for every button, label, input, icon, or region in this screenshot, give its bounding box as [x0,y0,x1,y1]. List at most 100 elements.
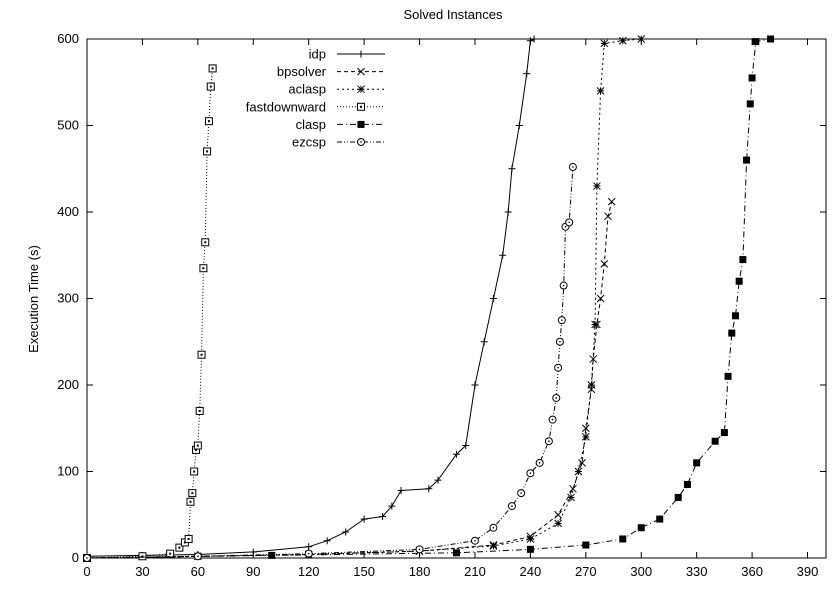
legend-label: fastdownward [246,99,326,114]
x-marker [554,510,562,519]
plus-marker [480,338,488,346]
star-marker [489,542,498,550]
plus-marker [360,515,368,523]
legend-entry-aclasp: aclasp [288,82,385,97]
filled-box-marker [637,524,645,532]
x-marker [569,484,577,493]
circle-marker-dot [529,472,532,475]
box-marker-dot [189,500,192,503]
box-marker-dot [360,105,362,108]
legend-label: idp [309,47,326,62]
x-tick-label: 0 [83,564,90,579]
legend-entry-ezcsp: ezcsp [292,135,385,150]
x-marker [578,458,586,467]
box-marker-dot [206,150,209,153]
x-tick-label: 360 [741,564,763,579]
x-tick-label: 150 [353,564,375,579]
plus-marker [462,442,470,450]
star-marker [591,320,599,329]
circle-marker-dot [307,552,310,555]
plot-border [86,38,827,559]
filled-box-marker [739,256,747,264]
filled-box-marker [711,437,719,445]
circle-marker-dot [360,141,362,143]
filled-box-marker [526,545,534,553]
circle-marker-dot [564,225,567,228]
y-tick-label: 300 [57,291,79,306]
plus-marker [453,450,460,458]
box-marker-dot [141,555,144,558]
y-tick-label: 400 [57,204,79,219]
box-marker-dot [169,552,172,555]
plus-marker [342,528,350,536]
series-aclasp [83,35,646,562]
plus-marker [379,512,387,520]
plus-marker [388,502,396,510]
filled-box-marker [453,549,460,557]
axis-ticks: 0 30 60 90 120 150 180 210 240 270 300 330 360 390 0 10… [57,31,826,579]
plus-marker [504,208,512,216]
legend-label: clasp [296,117,326,132]
filled-box-marker [683,480,691,488]
box-marker-dot [193,470,196,473]
x-tick-label: 270 [575,564,597,579]
star-marker [581,433,590,441]
filled-box-marker [582,541,590,549]
box-marker-dot [202,267,205,270]
filled-box-marker [748,74,756,82]
circle-marker-dot [548,440,550,443]
star-marker [587,381,596,389]
star-marker [596,87,605,95]
x-tick-label: 180 [409,564,431,579]
plus-marker [397,487,405,495]
star-marker [526,535,535,543]
filled-box-marker [735,277,743,285]
filled-box-marker [731,312,739,320]
circle-marker-dot [492,526,495,529]
star-marker [554,519,562,528]
box-marker-dot [178,546,181,549]
chart-title: Solved Instances [403,7,503,22]
filled-box-marker [767,35,775,43]
series-fastdownward [83,64,217,562]
x-tick-label: 390 [797,564,819,579]
plus-marker [499,251,507,259]
filled-box-marker [693,459,701,467]
series-layer [83,35,775,562]
box-marker-dot [198,409,201,412]
legend-entry-clasp: clasp [296,117,385,132]
legend: idp bpsolver aclasp fastdownward clasp ezcsp [246,47,385,150]
x-tick-label: 330 [686,564,708,579]
x-marker [600,260,609,268]
y-tick-label: 100 [57,464,79,479]
x-tick-label: 30 [135,564,149,579]
legend-label: ezcsp [292,135,326,150]
box-marker-dot [204,241,207,244]
plus-marker [425,485,433,493]
x-tick-label: 210 [464,564,486,579]
circle-marker-dot [557,366,559,369]
x-tick-label: 240 [520,564,542,579]
plus-marker [523,70,531,78]
circle-marker-dot [561,319,563,321]
circle-marker-dot [86,557,88,559]
circle-marker-dot [568,221,570,224]
box-marker-dot [191,492,194,495]
star-marker [574,467,583,476]
filled-box-marker [724,372,732,380]
plus-marker [323,537,331,545]
circle-marker-dot [562,284,565,287]
x-marker [604,212,612,221]
circle-marker-dot [418,548,421,551]
legend-entry-idp: idp [309,47,385,62]
filled-box-marker [357,120,365,128]
series-clasp [83,35,775,562]
box-marker-dot [195,448,198,451]
box-marker-dot [211,67,214,70]
series-line [86,166,574,559]
filled-box-marker [619,535,627,543]
star-marker [567,493,575,502]
circle-marker-dot [559,340,561,343]
plus-marker [489,295,497,302]
y-tick-label: 200 [57,377,79,392]
